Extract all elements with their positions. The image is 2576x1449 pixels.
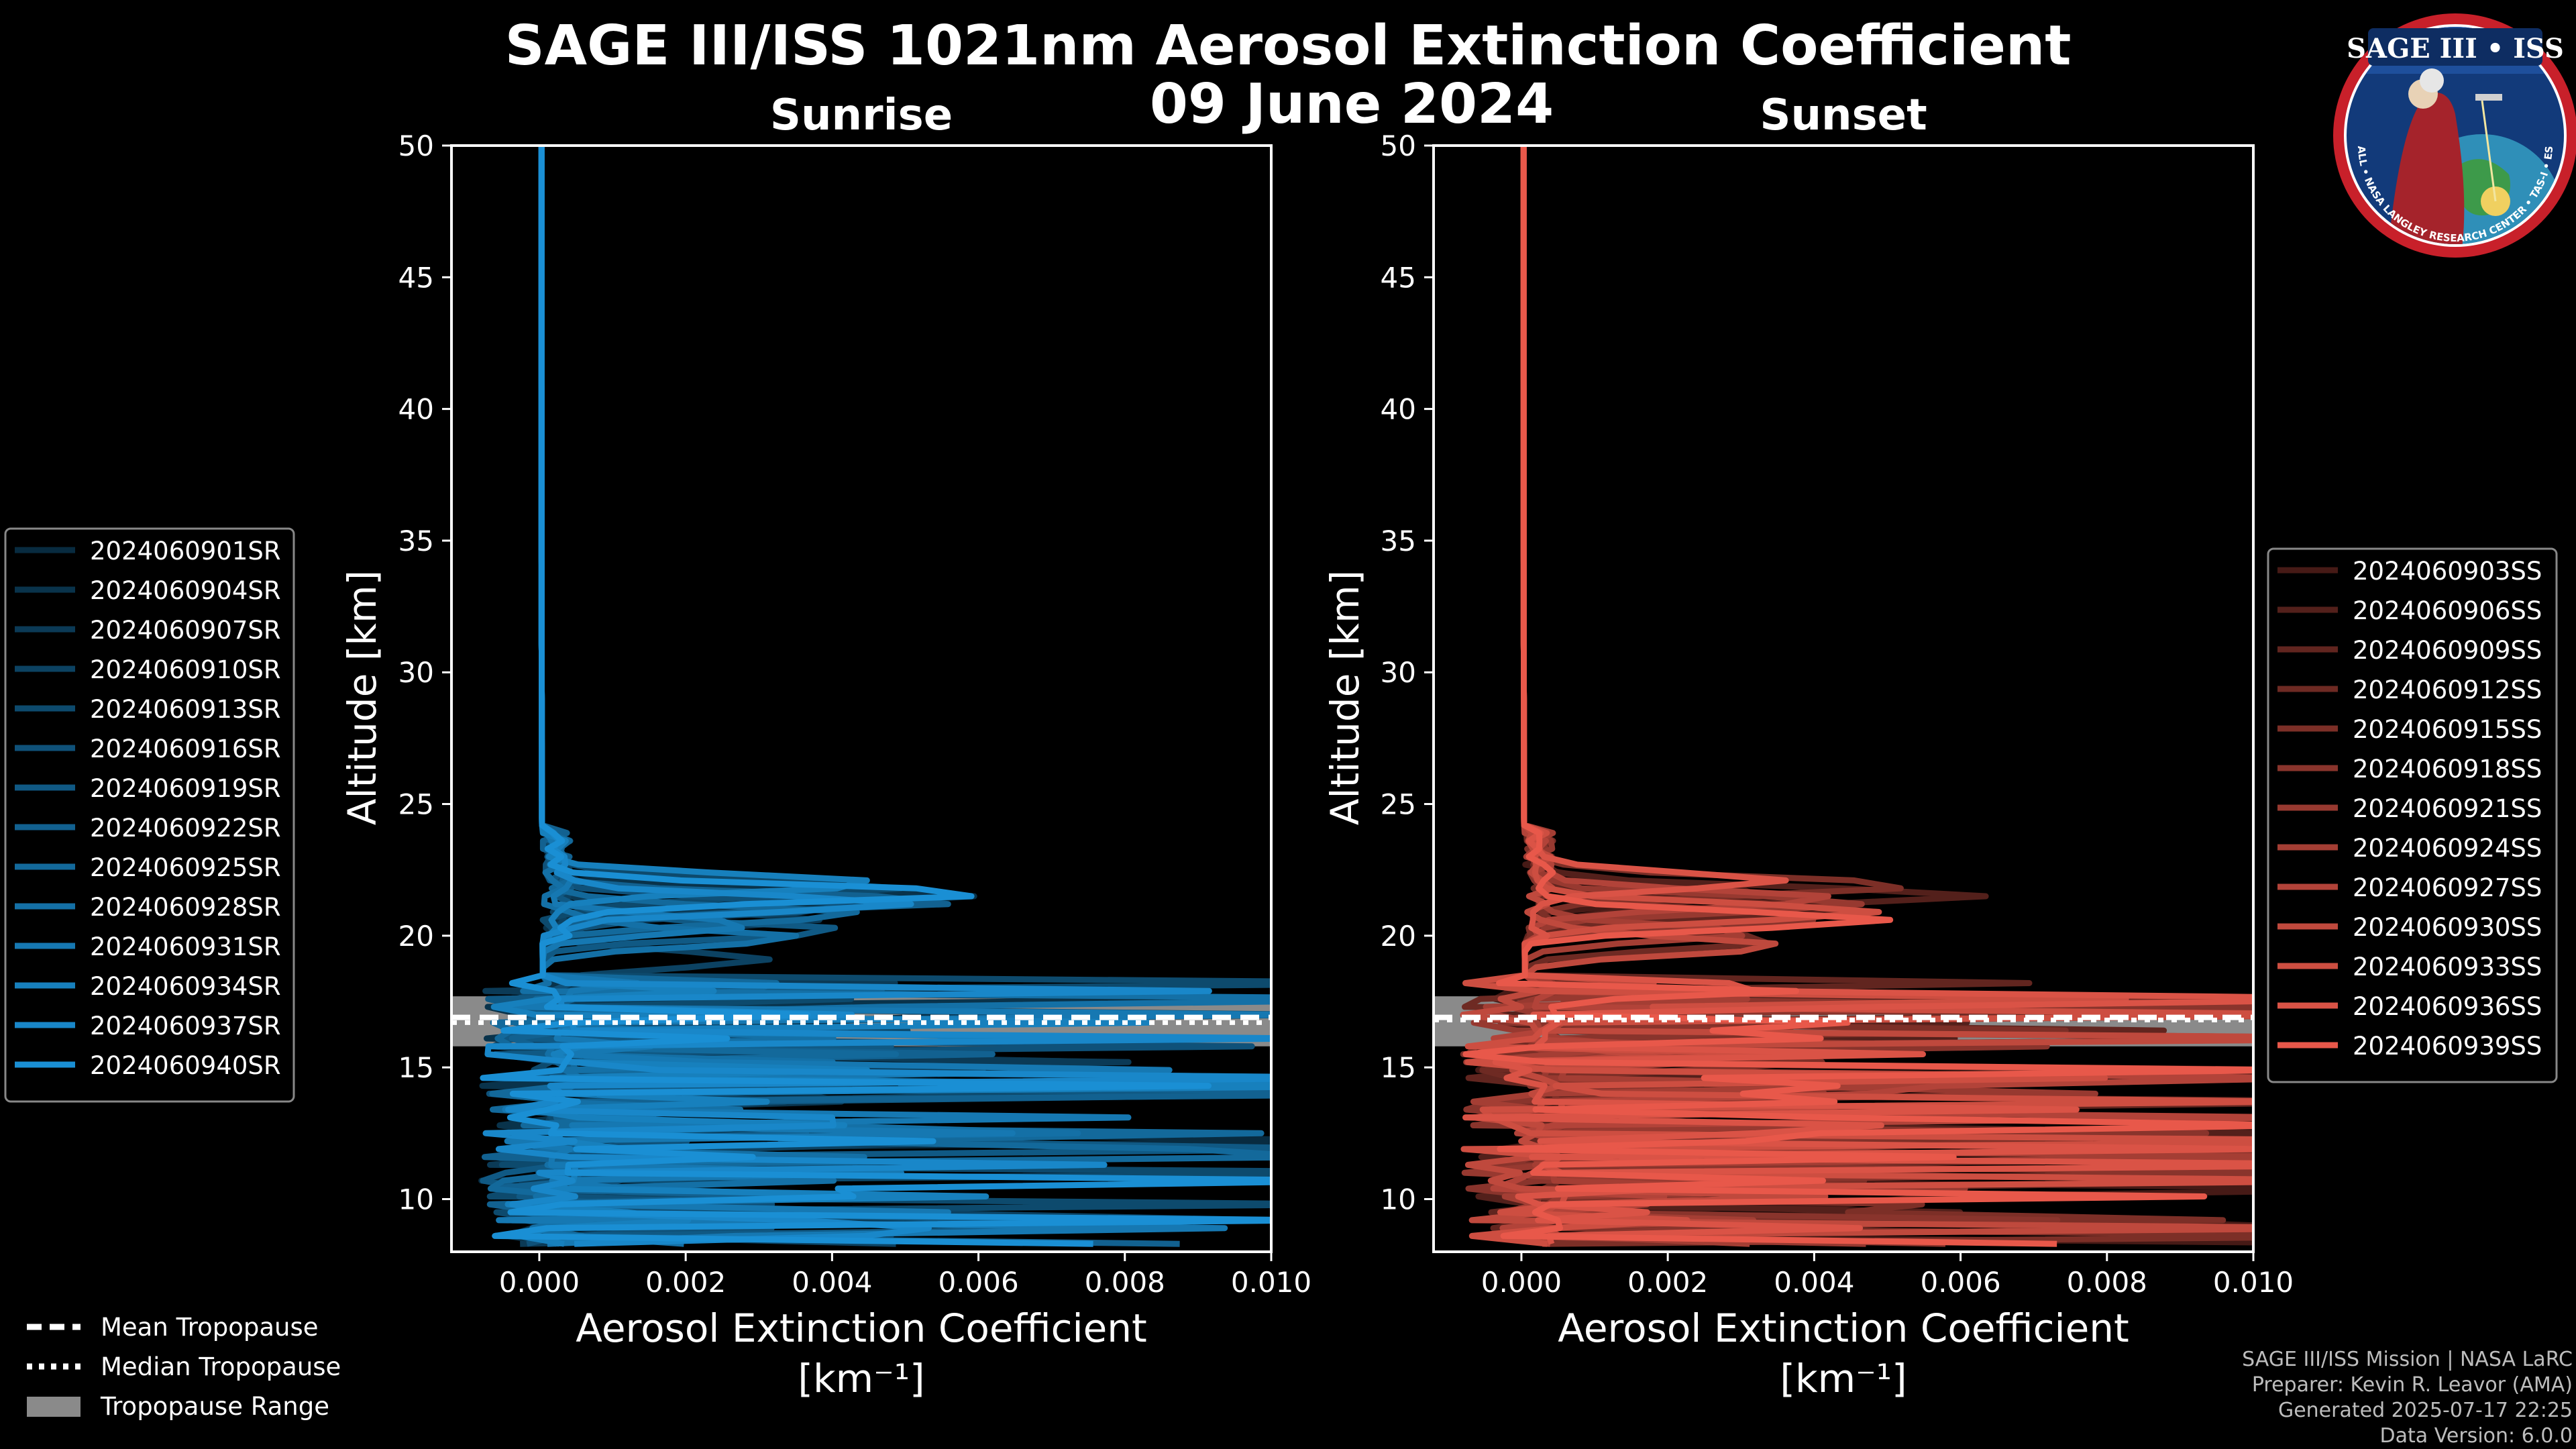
x-tick-label: 0.008 bbox=[2067, 1266, 2147, 1299]
y-tick-label: 20 bbox=[1381, 920, 1416, 953]
sunrise-panel: Sunrise 0.000 0.002 0.004 0.006 0.008 0.010 1… bbox=[339, 91, 1311, 1401]
legend-label: 2024060916SR bbox=[90, 735, 281, 763]
mean-tropopause-legend-label: Mean Tropopause bbox=[101, 1313, 319, 1342]
sunset-panel: Sunset 0.000 0.002 0.004 0.006 0.008 0.010 10… bbox=[1322, 91, 2294, 1401]
credit-line-preparer: Preparer: Kevin R. Leavor (AMA) bbox=[2252, 1373, 2573, 1397]
logo-station bbox=[2475, 94, 2502, 101]
y-tick-label: 40 bbox=[1381, 393, 1416, 426]
tropopause-legend: Mean Tropopause Median Tropopause Tropop… bbox=[27, 1313, 341, 1421]
sunset-panel-title: Sunset bbox=[1760, 91, 1927, 140]
x-tick-label: 0.010 bbox=[2213, 1266, 2294, 1299]
sunrise-panel-title: Sunrise bbox=[770, 91, 953, 140]
y-tick-label: 15 bbox=[398, 1051, 434, 1084]
legend-label: 2024060924SS bbox=[2353, 834, 2542, 863]
y-tick-label: 35 bbox=[1381, 525, 1416, 557]
logo-top-text: SAGE III • ISS bbox=[2347, 33, 2564, 64]
legend-label: 2024060910SR bbox=[90, 655, 281, 684]
logo-figure bbox=[2388, 93, 2465, 244]
legend-label: 2024060918SS bbox=[2353, 755, 2542, 784]
legend-label: 2024060937SR bbox=[90, 1012, 281, 1040]
legend-box bbox=[2267, 547, 2558, 1083]
legend-label: 2024060904SR bbox=[90, 576, 281, 605]
x-tick-label: 0.010 bbox=[1231, 1266, 1311, 1299]
x-tick-label: 0.002 bbox=[1627, 1266, 1708, 1299]
sunrise-x-axis-units: [km⁻¹] bbox=[798, 1356, 924, 1401]
legend-label: 2024060930SS bbox=[2353, 913, 2542, 942]
legend-label: 2024060936SS bbox=[2353, 992, 2542, 1021]
sunset-plot-area bbox=[1434, 146, 2253, 1247]
legend-label: 2024060927SS bbox=[2353, 873, 2542, 902]
plot-frame bbox=[1432, 144, 2255, 1253]
credit-line-generated: Generated 2025-07-17 22:25 bbox=[2278, 1399, 2573, 1422]
sunrise-x-axis-label: Aerosol Extinction Coefficient bbox=[576, 1305, 1147, 1351]
x-tick-label: 0.006 bbox=[938, 1266, 1018, 1299]
legend-label: 2024060901SR bbox=[90, 537, 281, 566]
x-tick-label: 0.004 bbox=[1774, 1266, 1854, 1299]
x-tick-label: 0.000 bbox=[1481, 1266, 1562, 1299]
figure-title: SAGE III/ISS 1021nm Aerosol Extinction C… bbox=[505, 14, 2072, 78]
y-tick-label: 25 bbox=[398, 788, 434, 821]
sunrise-plot-area bbox=[451, 146, 1271, 1247]
legend-box bbox=[4, 527, 295, 1103]
legend-label: 2024060940SR bbox=[90, 1051, 281, 1080]
y-tick-label: 40 bbox=[398, 393, 434, 426]
legend-label: 2024060921SS bbox=[2353, 794, 2542, 823]
sunrise-y-axis-label: Altitude [km] bbox=[339, 570, 385, 825]
sunset-y-axis-label: Altitude [km] bbox=[1322, 570, 1368, 825]
sunset-x-axis-units: [km⁻¹] bbox=[1780, 1356, 1907, 1401]
x-tick-label: 0.002 bbox=[645, 1266, 726, 1299]
x-tick-label: 0.004 bbox=[792, 1266, 872, 1299]
tropopause-range-legend-patch bbox=[27, 1397, 80, 1417]
legend-label: 2024060939SS bbox=[2353, 1032, 2542, 1061]
y-tick-label: 10 bbox=[398, 1183, 434, 1216]
credit-line-version: Data Version: 6.0.0 bbox=[2380, 1424, 2573, 1448]
sunrise-legend: 2024060901SR 2024060904SR 2024060907SR 2024… bbox=[4, 527, 295, 1103]
plot-frame bbox=[450, 144, 1273, 1253]
y-tick-label: 45 bbox=[398, 261, 434, 294]
legend-label: 2024060931SR bbox=[90, 932, 281, 961]
median-tropopause-legend-label: Median Tropopause bbox=[101, 1352, 341, 1381]
tropopause-range-legend-label: Tropopause Range bbox=[100, 1392, 329, 1421]
y-tick-label: 35 bbox=[398, 525, 434, 557]
sunset-x-axis-label: Aerosol Extinction Coefficient bbox=[1558, 1305, 2129, 1351]
legend-label: 2024060913SR bbox=[90, 695, 281, 724]
legend-label: 2024060906SS bbox=[2353, 596, 2542, 625]
y-tick-label: 45 bbox=[1381, 261, 1416, 294]
sunset-legend: 2024060903SS 2024060906SS 2024060909SS 2024… bbox=[2267, 547, 2558, 1083]
legend-label: 2024060907SR bbox=[90, 616, 281, 645]
credits: SAGE III/ISS Mission | NASA LaRC Prepare… bbox=[2242, 1348, 2573, 1448]
x-tick-label: 0.000 bbox=[499, 1266, 580, 1299]
legend-label: 2024060928SR bbox=[90, 893, 281, 922]
legend-label: 2024060933SS bbox=[2353, 953, 2542, 981]
y-tick-label: 30 bbox=[1381, 656, 1416, 689]
figure-subtitle: 09 June 2024 bbox=[1150, 72, 1554, 136]
legend-label: 2024060912SS bbox=[2353, 676, 2542, 704]
legend-label: 2024060925SR bbox=[90, 853, 281, 882]
y-tick-label: 20 bbox=[398, 920, 434, 953]
y-tick-label: 50 bbox=[1381, 129, 1416, 162]
x-tick-label: 0.008 bbox=[1085, 1266, 1165, 1299]
y-tick-label: 10 bbox=[1381, 1183, 1416, 1216]
profile-line-2024060940SR bbox=[480, 146, 1271, 1247]
legend-label: 2024060934SR bbox=[90, 972, 281, 1001]
y-tick-label: 30 bbox=[398, 656, 434, 689]
y-tick-label: 25 bbox=[1381, 788, 1416, 821]
y-tick-label: 15 bbox=[1381, 1051, 1416, 1084]
credit-line-mission: SAGE III/ISS Mission | NASA LaRC bbox=[2242, 1348, 2573, 1371]
legend-label: 2024060915SS bbox=[2353, 715, 2542, 744]
y-tick-label: 50 bbox=[398, 129, 434, 162]
legend-label: 2024060919SR bbox=[90, 774, 281, 803]
profile-line-2024060939SS bbox=[1462, 146, 2253, 1247]
legend-label: 2024060903SS bbox=[2353, 557, 2542, 586]
x-tick-label: 0.006 bbox=[1920, 1266, 2000, 1299]
legend-label: 2024060922SR bbox=[90, 814, 281, 843]
legend-label: 2024060909SS bbox=[2353, 636, 2542, 665]
